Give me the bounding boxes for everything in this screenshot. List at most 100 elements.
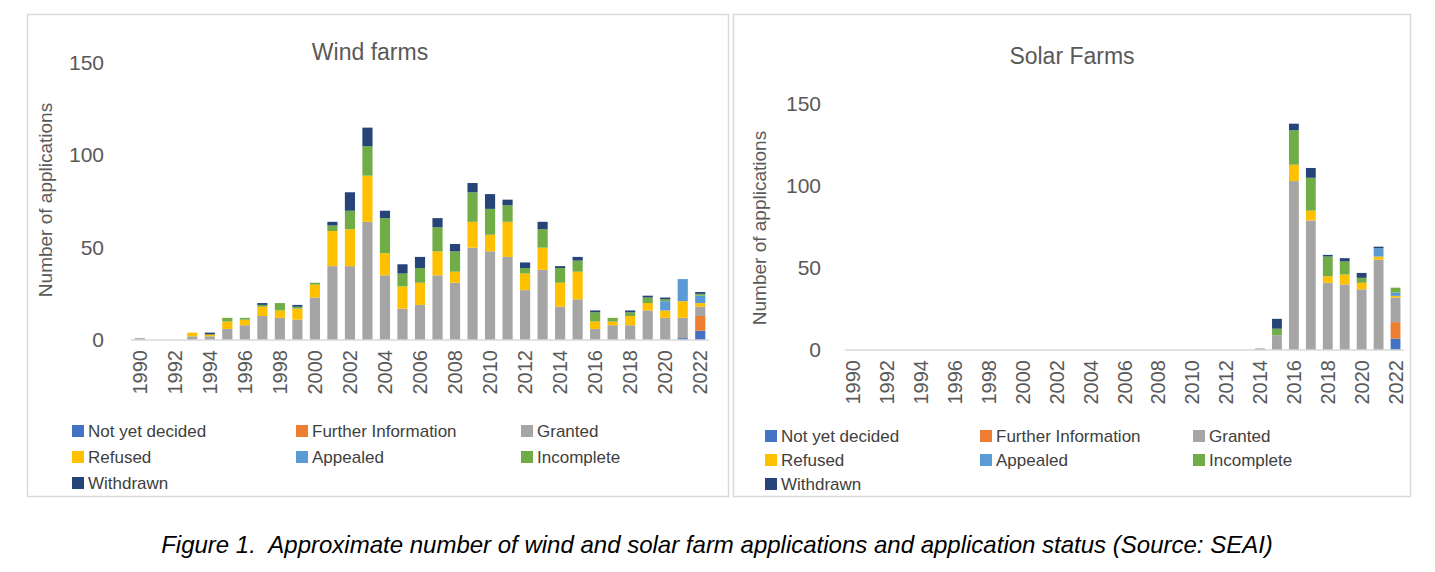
bar-segment [660, 318, 670, 340]
bar-segment [275, 303, 285, 304]
x-tick-label: 1996 [944, 360, 966, 405]
bar-segment [520, 274, 530, 291]
bar-segment [1306, 211, 1316, 221]
x-tick-label: 2010 [479, 350, 501, 395]
bar-segment [240, 325, 250, 340]
legend-swatch [521, 425, 533, 437]
bar-segment [310, 283, 320, 285]
x-tick-label: 2000 [1012, 360, 1034, 405]
chart-title: Wind farms [312, 39, 428, 65]
legend-label: Further Information [312, 422, 457, 441]
bar-segment [573, 257, 583, 261]
bar-segment [520, 262, 530, 268]
bar-segment [257, 303, 267, 305]
y-axis-label: Number of applications [35, 103, 56, 297]
legend-label: Further Information [996, 427, 1141, 446]
bars [135, 128, 706, 340]
chart-panel: Solar Farms050100150Number of applicatio… [734, 15, 1411, 497]
bar-segment [678, 279, 688, 301]
y-tick-label: 150 [69, 51, 104, 74]
x-tick-label: 2012 [514, 350, 536, 395]
bar-segment [590, 310, 600, 312]
x-tick-label: 1994 [910, 360, 932, 405]
bar-segment [327, 266, 337, 340]
chart-title: Solar Farms [1009, 43, 1134, 69]
x-tick-label: 2022 [1385, 360, 1407, 405]
figure-caption: Figure 1. Approximate number of wind and… [161, 531, 1273, 558]
bar-segment [257, 305, 267, 307]
bar-segment [1374, 260, 1384, 350]
bar-segment [222, 322, 232, 329]
bar-segment [187, 332, 197, 333]
bar-segment [1340, 261, 1350, 274]
bar-segment [380, 253, 390, 275]
bar-segment [695, 331, 705, 340]
x-axis-line [131, 339, 709, 341]
bar-segment [275, 310, 285, 317]
x-tick-label: 2014 [549, 350, 571, 395]
legend-swatch [765, 430, 777, 442]
x-tick-label: 2010 [1181, 360, 1203, 405]
bar-segment [380, 211, 390, 218]
legend-swatch [765, 478, 777, 490]
bar-segment [135, 338, 145, 339]
bar-segment [240, 317, 250, 318]
bar-segment [1323, 276, 1333, 283]
bar-segment [432, 218, 442, 227]
y-tick-label: 50 [798, 256, 821, 279]
bar-segment [240, 320, 250, 326]
bar-segment [1391, 287, 1401, 288]
bar-segment [678, 301, 688, 318]
x-tick-label: 2004 [374, 350, 396, 395]
legend-swatch [72, 451, 84, 463]
bar-segment [520, 268, 530, 274]
bar-segment [187, 332, 197, 333]
bar-segment [415, 257, 425, 268]
bar-segment [695, 307, 705, 316]
x-tick-label: 2012 [1215, 360, 1237, 405]
x-tick-label: 2014 [1249, 360, 1271, 405]
bar-segment [485, 251, 495, 340]
x-tick-label: 2002 [1046, 360, 1068, 405]
bar-segment [1374, 257, 1384, 260]
bar-segment [1255, 348, 1265, 349]
bar-segment [1255, 348, 1265, 349]
bar-segment [467, 192, 477, 222]
bar-segment [1306, 168, 1316, 178]
bar-segment [573, 261, 583, 272]
bar-segment [485, 194, 495, 209]
bar-segment [555, 283, 565, 307]
bar-segment [415, 305, 425, 340]
bar-segment [1323, 283, 1333, 350]
y-tick-label: 100 [69, 143, 104, 166]
bar-segment [1255, 348, 1265, 349]
legend-label: Not yet decided [88, 422, 206, 441]
chart-panel: Wind farms050100150Number of application… [28, 15, 729, 497]
bar-segment [538, 222, 548, 229]
y-tick-label: 150 [786, 92, 821, 115]
x-tick-label: 1998 [978, 360, 1000, 405]
bar-segment [275, 303, 285, 310]
legend-swatch [296, 425, 308, 437]
bar-segment [1357, 278, 1367, 283]
x-tick-label: 1992 [164, 350, 186, 395]
bar-segment [222, 317, 232, 318]
bar-segment [1289, 181, 1299, 350]
bar-segment [1340, 275, 1350, 285]
bar-segment [187, 332, 197, 333]
legend-swatch [980, 454, 992, 466]
bar-segment [310, 298, 320, 340]
bar-segment [362, 222, 372, 340]
bar-segment [625, 316, 635, 325]
bar-segment [1374, 247, 1384, 249]
bar-segment [625, 310, 635, 312]
bar-segment [292, 307, 302, 309]
panel-border [28, 15, 729, 497]
bar-segment [538, 248, 548, 270]
bar-segment [397, 264, 407, 273]
x-tick-label: 1994 [199, 350, 221, 395]
bar-segment [643, 310, 653, 340]
bar-segment [380, 275, 390, 340]
bar-segment [432, 227, 442, 251]
bar-segment [695, 316, 705, 331]
